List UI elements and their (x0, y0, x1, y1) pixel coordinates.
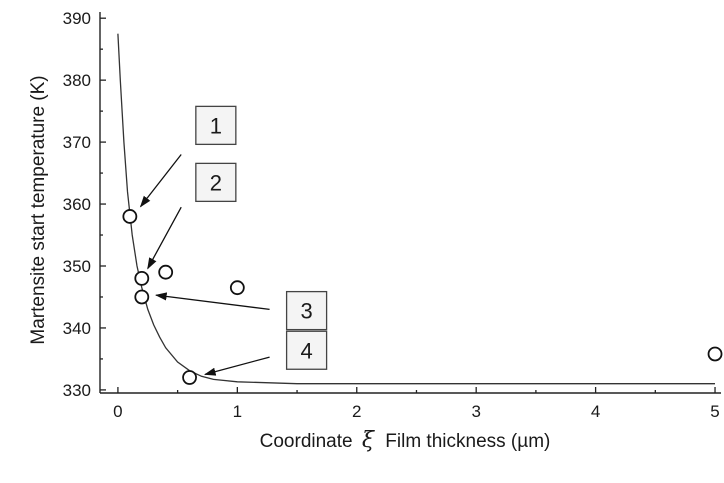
x-tick-label: 0 (113, 402, 122, 421)
y-tick-label: 330 (63, 381, 91, 400)
callout-2: 2 (147, 162, 237, 270)
callout-label: 3 (300, 299, 312, 324)
callout-3: 3 (154, 290, 328, 331)
data-points-group (122, 209, 723, 385)
x-tick-label: 3 (471, 402, 480, 421)
x-axis-title-prefix: Coordinate (260, 431, 353, 452)
y-tick-label: 350 (63, 257, 91, 276)
data-point (158, 264, 174, 280)
y-tick-label: 380 (63, 71, 91, 90)
y-tick-label: 340 (63, 319, 91, 338)
callout-arrow (147, 206, 182, 270)
ticks-group: 0 1 2 3 4 5 330 340 350 360 370 380 390 (63, 9, 720, 421)
callout-1: 1 (139, 105, 237, 208)
x-tick-label: 1 (233, 402, 242, 421)
x-tick-label: 5 (710, 402, 719, 421)
callout-label: 4 (300, 338, 312, 363)
x-axis-title: Coordinate ξ Film thickness (µm) (260, 428, 551, 453)
x-axis-title-suffix: Film thickness (µm) (385, 431, 550, 452)
data-point (182, 370, 197, 385)
data-point (134, 270, 150, 286)
data-point (122, 209, 138, 224)
data-point (134, 289, 150, 305)
axes-group (99, 12, 721, 394)
x-tick-label: 4 (591, 402, 600, 421)
data-point (707, 346, 723, 362)
data-point (229, 280, 245, 296)
y-tick-label: 390 (63, 9, 91, 28)
callout-arrow (139, 154, 182, 208)
callout-label: 2 (210, 170, 222, 195)
callout-box (285, 330, 328, 370)
x-axis-title-symbol: ξ (362, 428, 376, 453)
y-tick-label: 360 (63, 195, 91, 214)
y-axis-title: Martensite start temperature (K) (28, 75, 49, 344)
callout-box (285, 290, 328, 331)
callout-box (195, 162, 237, 203)
fit-curve-line (117, 33, 715, 385)
callout-4: 4 (203, 330, 328, 376)
x-tick-label: 2 (352, 402, 361, 421)
fit-curve-group (117, 33, 715, 385)
callout-arrow (154, 292, 270, 311)
callout-label: 1 (210, 113, 222, 138)
callout-arrow (203, 356, 270, 376)
callouts-group: 1 2 3 4 (139, 105, 328, 376)
y-tick-label: 370 (63, 133, 91, 152)
callout-box (195, 105, 237, 146)
